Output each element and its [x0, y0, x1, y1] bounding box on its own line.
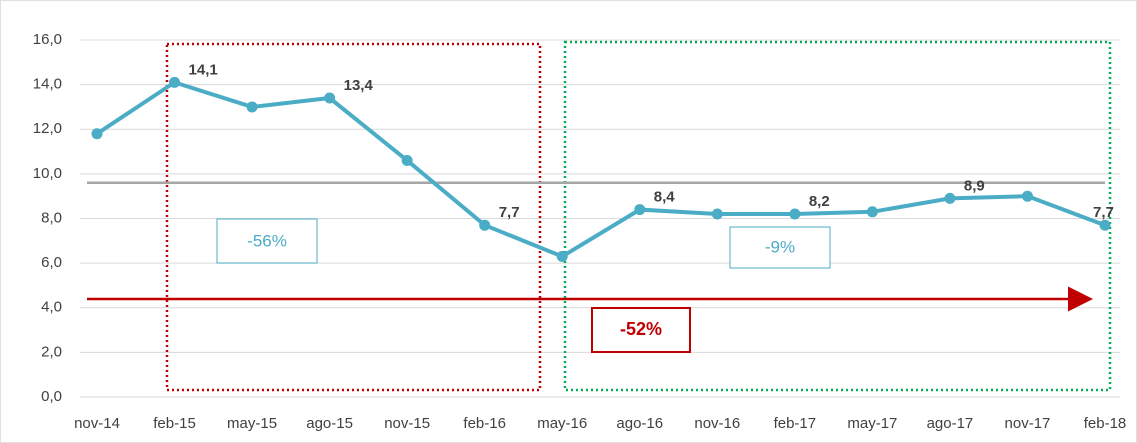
annotation: -56%: [247, 231, 287, 250]
x-tick-label: feb-16: [463, 415, 506, 432]
y-tick-label: 10,0: [33, 165, 62, 182]
point: [1099, 219, 1111, 231]
point: [711, 208, 723, 220]
point: [634, 204, 646, 216]
period-box-1: [165, 42, 542, 392]
data-label: 14,1: [189, 61, 218, 78]
annotation-box: [729, 226, 831, 269]
point: [556, 250, 568, 262]
period-box-2: [563, 40, 1112, 392]
x-tick-label: nov-14: [74, 415, 120, 432]
y-tick-label: 2,0: [41, 343, 62, 360]
point: [401, 154, 413, 166]
x-tick-label: feb-17: [774, 415, 817, 432]
y-tick-label: 0,0: [41, 388, 62, 405]
data-label: 13,4: [344, 77, 374, 94]
point: [789, 208, 801, 220]
annotation-box: [591, 307, 691, 353]
point: [479, 219, 491, 231]
data-label: 8,4: [654, 189, 676, 206]
x-tick-label: ago-17: [927, 415, 974, 432]
x-tick-label: may-16: [537, 415, 587, 432]
data-label: 7,7: [499, 204, 520, 221]
x-tick-label: nov-15: [384, 415, 430, 432]
x-tick-label: ago-16: [616, 415, 663, 432]
data-label: 8,2: [809, 193, 830, 210]
y-tick-label: 4,0: [41, 299, 62, 316]
x-tick-label: nov-16: [694, 415, 740, 432]
x-tick-label: may-15: [227, 415, 277, 432]
point: [91, 128, 103, 140]
point: [324, 92, 336, 104]
y-tick-label: 14,0: [33, 76, 62, 93]
x-tick-label: feb-18: [1084, 415, 1127, 432]
point: [246, 101, 258, 113]
x-tick-label: nov-17: [1005, 415, 1051, 432]
point: [1021, 190, 1033, 202]
line: [95, 80, 1106, 259]
x-tick-label: ago-15: [306, 415, 353, 432]
y-tick-label: 12,0: [33, 120, 62, 137]
point: [944, 192, 956, 204]
point: [169, 76, 181, 88]
point: [866, 206, 878, 218]
x-tick-label: may-17: [847, 415, 897, 432]
annotation: -9%: [765, 237, 795, 256]
data-label: 8,9: [964, 177, 985, 194]
y-tick-label: 8,0: [41, 209, 62, 226]
annotation-box: [216, 218, 318, 264]
x-tick-label: feb-15: [153, 415, 196, 432]
y-tick-label: 6,0: [41, 254, 62, 271]
data-label: 7,7: [1093, 204, 1114, 221]
y-tick-label: 16,0: [33, 31, 62, 48]
annotation: -52%: [620, 319, 662, 339]
